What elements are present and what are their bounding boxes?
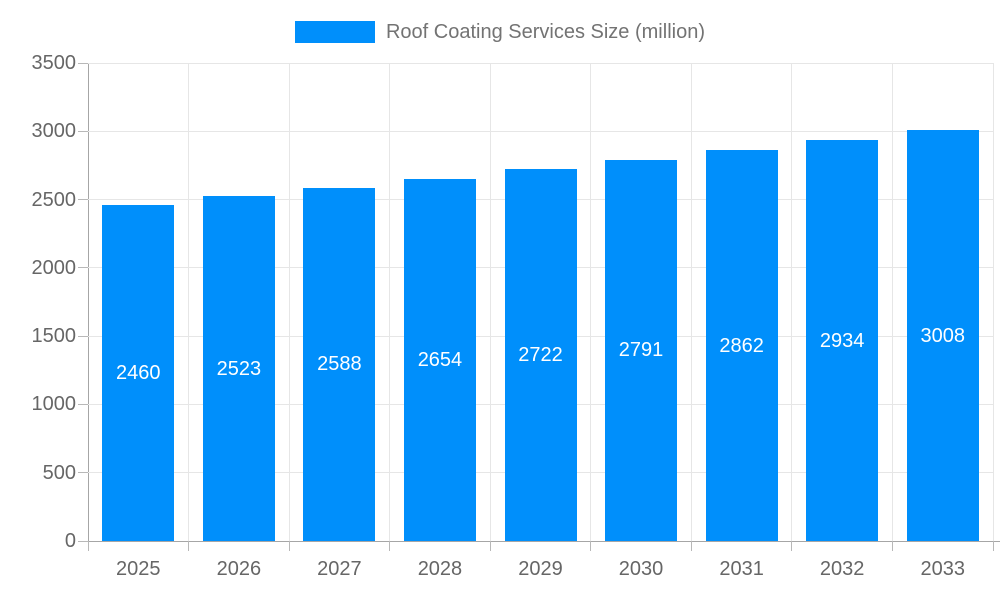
y-axis-tick-label: 2000: [31, 256, 77, 279]
plot-area: 2460 2523 2588 2654 2722 2791 2862 2934 3008: [78, 62, 1000, 551]
bar-value-label: 2460: [116, 362, 161, 385]
x-tick-mark: [992, 541, 994, 551]
y-axis-tick-label: 0: [64, 530, 76, 552]
x-tick-mark: [288, 541, 290, 551]
bar-2028[interactable]: 2654: [403, 178, 476, 541]
x-tick-mark: [690, 541, 692, 551]
y-tick-mark: [78, 540, 88, 542]
v-gridline: [791, 63, 793, 541]
x-axis-tick-label: 2031: [719, 558, 764, 580]
v-gridline: [590, 63, 592, 541]
x-axis-line: [88, 541, 1000, 542]
h-gridline: [88, 62, 993, 64]
x-tick-mark: [389, 541, 391, 551]
x-axis-tick-label: 2028: [417, 558, 463, 580]
x-axis-tick-label: 2029: [518, 558, 563, 580]
x-axis-tick-label: 2027: [317, 558, 362, 580]
y-axis-tick-label: 3500: [31, 52, 77, 74]
bar-value-label: 2523: [216, 357, 262, 380]
bar-value-label: 2862: [719, 334, 764, 357]
bar-value-label: 2722: [518, 344, 563, 367]
x-tick-mark: [188, 541, 190, 551]
v-gridline: [288, 63, 290, 541]
y-tick-mark: [78, 267, 88, 269]
v-gridline: [891, 63, 893, 541]
x-axis-tick-label: 2033: [920, 558, 965, 580]
y-tick-mark: [78, 130, 88, 132]
y-tick-mark: [78, 335, 88, 337]
x-axis-tick-label: 2032: [819, 558, 865, 580]
bar-2032[interactable]: 2934: [806, 140, 879, 541]
bar-2030[interactable]: 2791: [605, 159, 678, 541]
bar-value-label: 2934: [819, 329, 865, 352]
y-axis-tick-label: 1000: [31, 393, 77, 416]
x-tick-mark: [891, 541, 893, 551]
legend-swatch-icon: [294, 21, 375, 43]
y-tick-mark: [78, 199, 88, 201]
v-gridline: [489, 63, 491, 541]
y-axis-line: [88, 63, 89, 541]
x-tick-mark: [489, 541, 491, 551]
y-axis-tick-label: 500: [42, 461, 76, 484]
x-axis-tick-label: 2026: [216, 558, 262, 580]
y-tick-mark: [78, 403, 88, 405]
bar-2027[interactable]: 2588: [303, 187, 376, 541]
y-axis-tick-label: 3000: [31, 120, 77, 143]
v-gridline: [992, 63, 994, 541]
legend-label: Roof Coating Services Size (million): [385, 20, 705, 43]
bar-value-label: 2654: [417, 348, 463, 371]
y-tick-mark: [78, 62, 88, 64]
bar-2033[interactable]: 3008: [906, 130, 979, 541]
y-tick-mark: [78, 472, 88, 474]
v-gridline: [389, 63, 391, 541]
bar-2029[interactable]: 2722: [504, 169, 577, 541]
h-gridline: [88, 130, 993, 132]
x-tick-mark: [590, 541, 592, 551]
y-axis-tick-label: 1500: [31, 325, 77, 348]
bar-2025[interactable]: 2460: [102, 205, 175, 541]
x-axis-tick-label: 2030: [618, 558, 664, 580]
x-tick-mark: [87, 541, 89, 551]
v-gridline: [690, 63, 692, 541]
bar-2031[interactable]: 2862: [705, 150, 778, 541]
x-tick-mark: [791, 541, 793, 551]
bar-2026[interactable]: 2523: [202, 196, 275, 541]
bar-value-label: 2588: [317, 353, 362, 376]
bar-value-label: 2791: [618, 339, 664, 362]
v-gridline: [188, 63, 190, 541]
bar-value-label: 3008: [920, 324, 965, 347]
x-axis-tick-label: 2025: [116, 558, 161, 580]
chart-legend[interactable]: Roof Coating Services Size (million): [0, 19, 1000, 45]
y-axis-tick-label: 2500: [31, 188, 77, 211]
